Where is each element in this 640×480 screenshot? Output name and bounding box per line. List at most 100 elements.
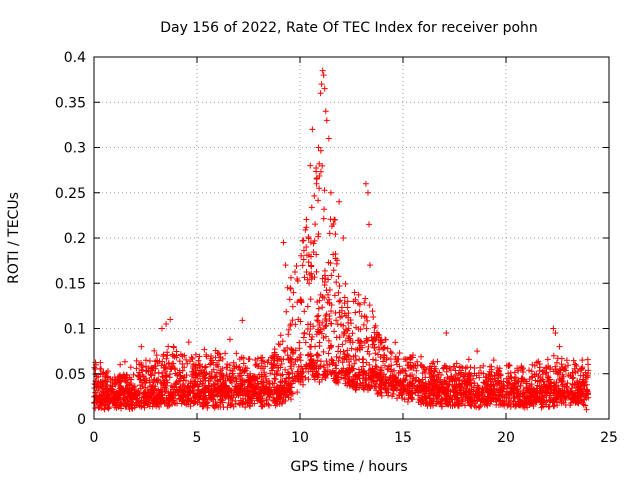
data-point — [452, 385, 459, 392]
data-point — [574, 399, 581, 406]
data-point — [340, 322, 347, 329]
data-point — [301, 274, 308, 281]
data-point — [317, 147, 324, 154]
data-point — [413, 367, 420, 374]
data-point — [117, 361, 124, 368]
data-point — [284, 284, 291, 291]
data-point — [214, 350, 221, 357]
data-point — [210, 396, 217, 403]
data-point — [239, 401, 246, 408]
data-point — [458, 395, 465, 402]
data-point — [335, 273, 342, 280]
data-point — [407, 381, 414, 388]
data-point — [542, 386, 549, 393]
data-point — [553, 359, 560, 366]
data-point — [434, 385, 441, 392]
data-point — [560, 366, 567, 373]
data-point — [367, 262, 374, 269]
data-point — [138, 362, 145, 369]
data-point — [138, 343, 145, 350]
data-point — [282, 394, 289, 401]
data-point — [491, 389, 498, 396]
data-point — [209, 395, 216, 402]
data-point — [403, 372, 410, 379]
data-point — [307, 253, 314, 260]
data-point — [219, 373, 226, 380]
data-point — [303, 216, 310, 223]
data-point — [364, 348, 371, 355]
data-point — [397, 379, 404, 386]
data-point — [99, 400, 106, 407]
data-point — [163, 379, 170, 386]
data-point — [583, 406, 590, 413]
data-point — [544, 356, 551, 363]
data-point — [279, 399, 286, 406]
data-point — [352, 372, 359, 379]
chart-title: Day 156 of 2022, Rate Of TEC Index for r… — [160, 20, 538, 36]
data-point — [450, 363, 457, 370]
data-point — [111, 400, 118, 407]
data-point — [322, 108, 329, 115]
data-point — [453, 394, 460, 401]
data-point — [153, 352, 160, 359]
data-point — [280, 356, 287, 363]
data-point — [346, 358, 353, 365]
data-point — [296, 339, 303, 346]
data-point — [304, 303, 311, 310]
data-point — [255, 393, 262, 400]
data-point — [574, 380, 581, 387]
data-point — [277, 390, 284, 397]
data-point — [583, 374, 590, 381]
data-point — [503, 398, 510, 405]
data-point — [494, 396, 501, 403]
data-point — [269, 380, 276, 387]
data-point — [281, 378, 288, 385]
data-point — [297, 378, 304, 385]
data-point — [308, 360, 315, 367]
data-point — [210, 387, 217, 394]
data-point — [314, 351, 321, 358]
data-point — [487, 395, 494, 402]
data-point — [173, 352, 180, 359]
data-point — [98, 400, 105, 407]
data-point — [276, 341, 283, 348]
data-point — [254, 355, 261, 362]
data-point — [287, 384, 294, 391]
data-point — [272, 376, 279, 383]
data-point — [476, 403, 483, 410]
data-point — [165, 343, 172, 350]
data-point — [444, 393, 451, 400]
data-point — [386, 374, 393, 381]
data-point — [382, 336, 389, 343]
data-point — [267, 370, 274, 377]
data-point — [111, 380, 118, 387]
data-point — [205, 389, 212, 396]
data-point — [193, 390, 200, 397]
data-point — [311, 237, 318, 244]
x-tick-label: 5 — [193, 430, 202, 446]
data-point — [305, 351, 312, 358]
x-tick-label: 15 — [394, 430, 412, 446]
data-point — [306, 271, 313, 278]
data-point — [415, 378, 422, 385]
data-point — [314, 318, 321, 325]
data-point — [278, 360, 285, 367]
data-point — [529, 373, 536, 380]
data-point — [227, 376, 234, 383]
data-point — [371, 341, 378, 348]
data-point — [165, 360, 172, 367]
data-point — [457, 367, 464, 374]
data-point — [282, 348, 289, 355]
data-point — [179, 353, 186, 360]
data-point — [333, 279, 340, 286]
data-point — [520, 387, 527, 394]
data-point — [260, 358, 267, 365]
data-point — [158, 325, 165, 332]
data-point — [367, 376, 374, 383]
data-point — [313, 174, 320, 181]
data-point — [373, 329, 380, 336]
data-point — [157, 388, 164, 395]
data-point — [461, 373, 468, 380]
data-point — [375, 351, 382, 358]
data-point — [328, 308, 335, 315]
